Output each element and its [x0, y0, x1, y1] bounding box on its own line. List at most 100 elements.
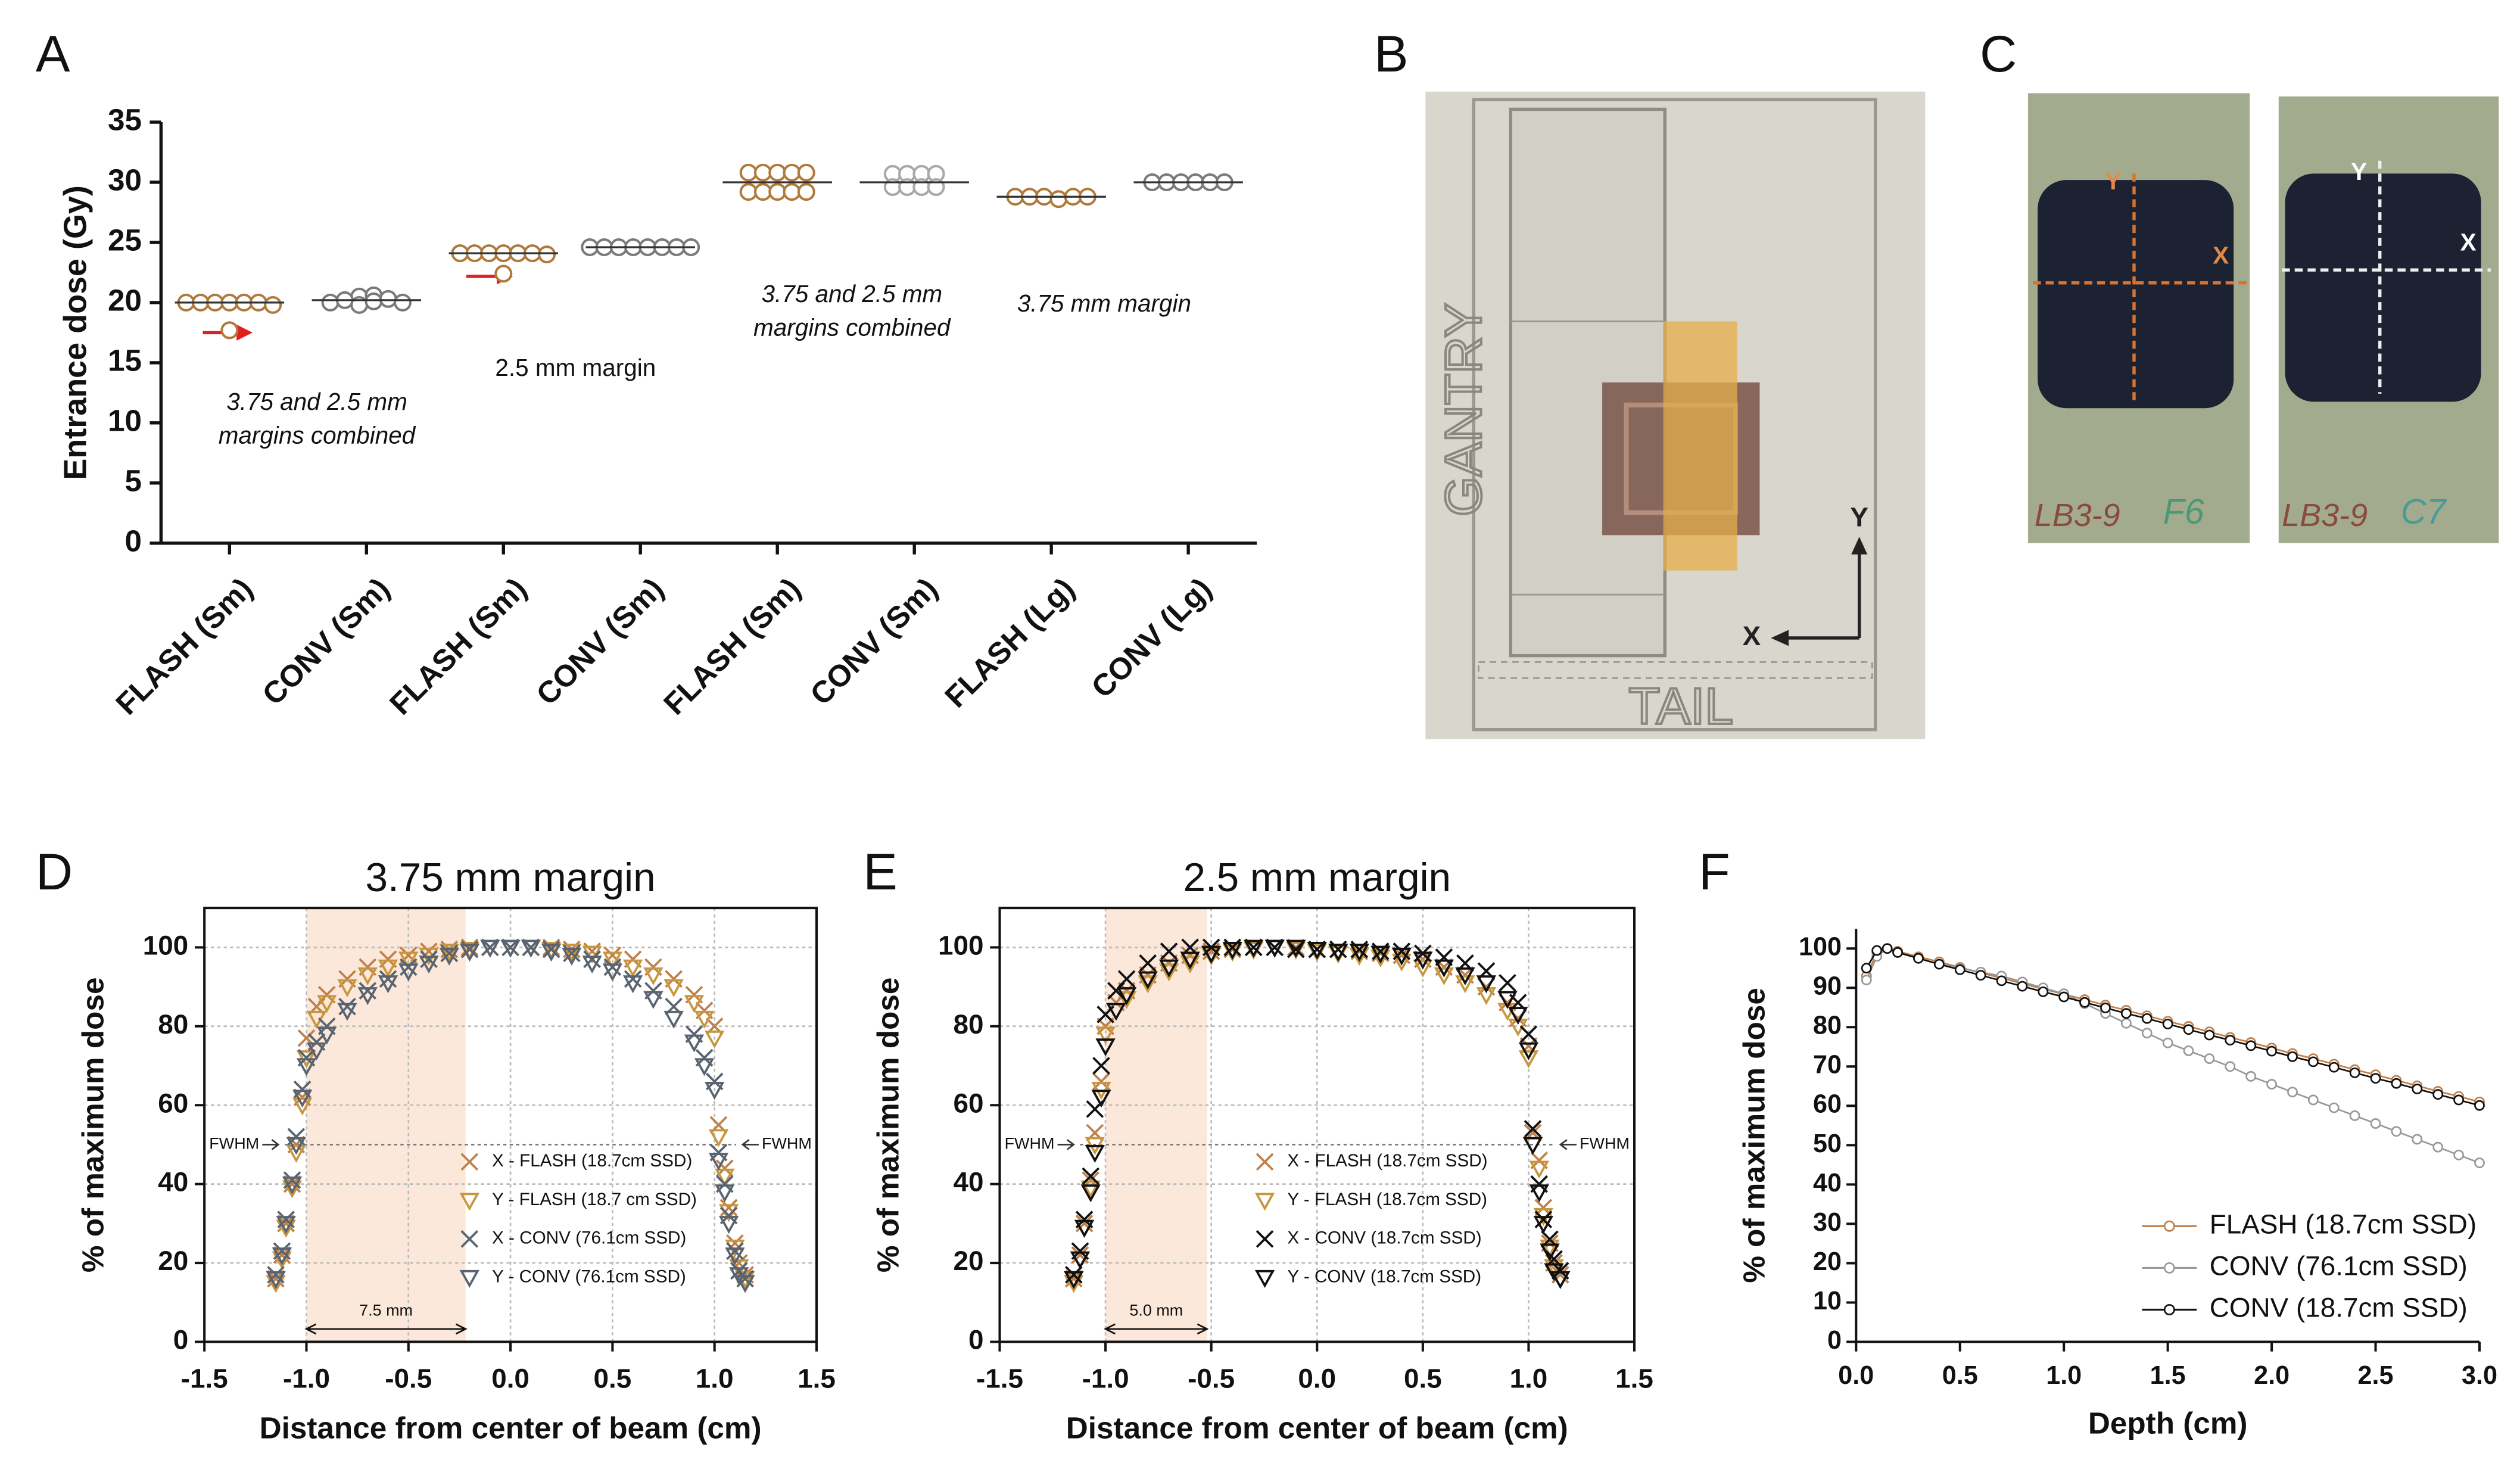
- marker: [1529, 1160, 1549, 1179]
- dot: [783, 183, 801, 201]
- marker: [1080, 1184, 1101, 1203]
- film-note: F6: [2163, 491, 2204, 531]
- marker: [1455, 975, 1475, 994]
- marker: [562, 944, 582, 962]
- annotation: 3.75 and 2.5 mm: [226, 388, 407, 415]
- dot: [220, 321, 239, 340]
- y-tick-label: 30: [1813, 1208, 1842, 1237]
- marker: [1522, 1137, 1543, 1155]
- shade: [1105, 908, 1207, 1342]
- marker: [715, 1184, 735, 1203]
- marker: [1139, 954, 1157, 972]
- marker: [603, 958, 622, 976]
- marker: [664, 1010, 684, 1029]
- y-tick-label: 50: [1813, 1129, 1842, 1158]
- y-tick-label: 40: [158, 1166, 188, 1197]
- panel-letter: A: [36, 26, 70, 83]
- x-tick-label: 1.5: [798, 1362, 836, 1393]
- marker: [562, 947, 582, 966]
- point: [2204, 1053, 2215, 1065]
- film-x: X: [2460, 229, 2477, 256]
- marker: [459, 944, 480, 962]
- legend-marker: [459, 1193, 479, 1211]
- y-tick-label: 90: [1813, 972, 1842, 1001]
- fwhm-label: FWHM: [762, 1135, 812, 1153]
- target: [1663, 321, 1737, 571]
- marker: [266, 1271, 286, 1289]
- y-tick-label: 100: [143, 929, 189, 960]
- marker: [664, 979, 684, 997]
- y-tick-label: 70: [1813, 1051, 1842, 1079]
- marker: [398, 951, 419, 970]
- marker: [602, 963, 623, 982]
- marker: [292, 1090, 313, 1108]
- y-tick-label: 35: [108, 103, 142, 137]
- marker: [1158, 963, 1179, 982]
- marker: [541, 944, 562, 962]
- marker: [1391, 947, 1412, 966]
- marker: [715, 1168, 735, 1187]
- point: [2058, 991, 2070, 1003]
- annotation: 2.5 mm margin: [495, 354, 656, 381]
- marker: [1476, 987, 1497, 1006]
- marker: [439, 947, 459, 966]
- y-tick-label: 40: [1813, 1169, 1842, 1197]
- point: [1913, 953, 1924, 964]
- legend-label: X - FLASH (18.7cm SSD): [1287, 1151, 1487, 1171]
- marker: [622, 959, 643, 978]
- marker: [337, 979, 357, 997]
- marker: [1244, 939, 1264, 958]
- marker: [602, 951, 623, 970]
- marker: [726, 1242, 744, 1261]
- y-tick-label: 25: [108, 223, 142, 257]
- marker: [1092, 1057, 1110, 1075]
- marker: [1307, 941, 1327, 960]
- point: [1975, 970, 1986, 981]
- x-axis-label: Distance from center of beam (cm): [260, 1411, 762, 1445]
- x-tick-label: 0.5: [1942, 1361, 1978, 1390]
- film-dose: [2285, 173, 2481, 402]
- x-axis-label: Depth (cm): [2088, 1406, 2248, 1440]
- panel-letter: B: [1374, 26, 1409, 83]
- marker: [1519, 1025, 1538, 1043]
- legend-marker: [1256, 1230, 1274, 1248]
- point: [2474, 1157, 2485, 1168]
- x-tick-label: -0.5: [385, 1362, 432, 1393]
- marker: [1160, 942, 1178, 960]
- dot: [739, 163, 758, 182]
- point: [2453, 1149, 2464, 1160]
- point: [2287, 1087, 2298, 1098]
- dot: [768, 163, 787, 182]
- y-tick-label: 0: [968, 1324, 984, 1355]
- y-tick-label: 0: [1827, 1326, 1842, 1355]
- fwhm-label: FWHM: [1580, 1135, 1630, 1153]
- point: [2287, 1051, 2298, 1062]
- marker: [1071, 1246, 1089, 1264]
- point: [2328, 1102, 2340, 1113]
- point: [2017, 981, 2028, 992]
- marker: [398, 963, 419, 982]
- dot: [1049, 190, 1068, 208]
- legend-marker: [460, 1230, 479, 1248]
- span-label: 5.0 mm: [1129, 1301, 1183, 1319]
- y-tick-label: 20: [158, 1245, 188, 1276]
- film-2: Y X LB3-9 C7: [2278, 96, 2499, 543]
- marker: [286, 1144, 307, 1163]
- x-tick-label: 1.0: [2046, 1361, 2082, 1390]
- point: [2370, 1118, 2381, 1129]
- y-tick-label: 10: [1813, 1287, 1842, 1315]
- legend-marker: [1256, 1153, 1274, 1171]
- dot: [538, 245, 556, 264]
- x-tick-label: 1.0: [1510, 1362, 1548, 1393]
- marker: [1116, 987, 1137, 1006]
- marker: [1529, 1184, 1549, 1203]
- y-tick-label: 60: [158, 1087, 188, 1118]
- y-tick-label: 5: [124, 463, 142, 497]
- point: [1892, 947, 1903, 958]
- y-tick-label: 10: [108, 403, 142, 437]
- legend-label: Y - CONV (76.1cm SSD): [492, 1266, 686, 1286]
- annotation: 3.75 and 2.5 mm: [762, 280, 943, 307]
- legend-label: Y - CONV (18.7cm SSD): [1287, 1266, 1481, 1286]
- marker: [480, 939, 500, 958]
